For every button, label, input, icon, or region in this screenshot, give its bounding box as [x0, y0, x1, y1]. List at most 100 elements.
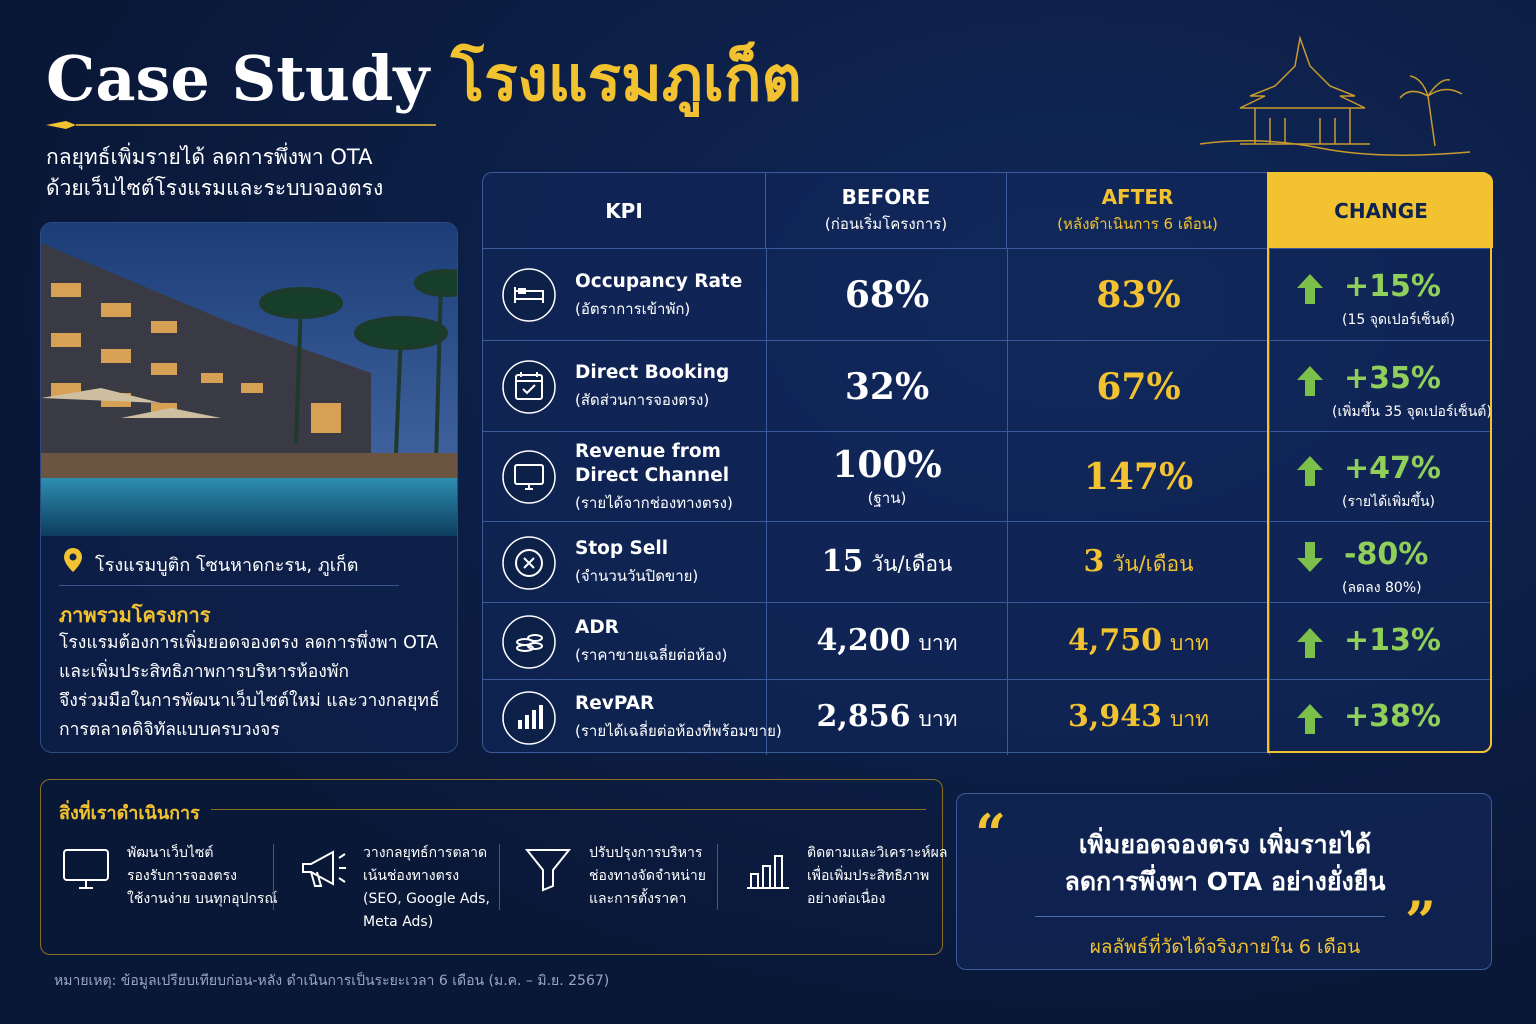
after-cell: 147% — [1007, 432, 1269, 522]
action-line: ช่องทางจัดจำหน่าย — [589, 868, 706, 884]
after-value-line: 67% — [1096, 366, 1180, 408]
before-value: 4,200 — [816, 623, 911, 658]
action-line: เน้นช่องทางตรง — [363, 868, 460, 884]
overview-line: และเพิ่มประสิทธิภาพการบริหารห้องพัก — [59, 662, 349, 682]
change-arrow — [1296, 365, 1324, 397]
action-line: และการตั้งราคา — [589, 891, 687, 907]
before-value-line: 4,200 บาท — [817, 623, 958, 660]
action-line: รองรับการจองตรง — [127, 868, 237, 884]
header-label: BEFORE — [841, 185, 931, 209]
quote-text: เพิ่มยอดจองตรง เพิ่มรายได้ ลดการพึ่งพา OT… — [957, 826, 1493, 900]
kpi-table: KPI BEFORE (ก่อนเริ่มโครงการ) AFTER (หลังดำเ… — [482, 172, 1493, 755]
action-line: เพื่อเพิ่มประสิทธิภาพ — [807, 868, 930, 884]
change-arrow — [1296, 273, 1324, 305]
after-value: 4,750 — [1068, 623, 1162, 658]
change-note: (15 จุดเปอร์เซ็นต์) — [1342, 312, 1456, 328]
before-cell: 32% — [766, 341, 1007, 432]
header-label: AFTER — [1101, 185, 1174, 209]
kpi-icon — [501, 614, 557, 670]
after-value-line: 4,750 บาท — [1068, 623, 1209, 660]
actions-title: สิ่งที่เราดำเนินการ — [59, 803, 200, 824]
before-value: 15 — [821, 544, 864, 579]
kpi-name-th: (จำนวนวันปิดขาย) — [575, 567, 699, 585]
before-cell: 4,200 บาท — [766, 603, 1007, 680]
before-value-line: 32% — [845, 366, 929, 408]
kpi-name-th: (อัตราการเข้าพัก) — [575, 299, 691, 318]
before-value: 100% — [832, 444, 942, 486]
kpi-cell: Occupancy Rate (อัตราการเข้าพัก) — [575, 249, 742, 341]
actions-box: สิ่งที่เราดำเนินการ พัฒนาเว็บไซต์รองรับก… — [40, 779, 947, 955]
kpi-name-th: (รายได้เฉลี่ยต่อห้องที่พร้อมขาย) — [575, 722, 782, 740]
hotel-photo — [41, 223, 457, 536]
after-unit: วัน/เดือน — [1112, 552, 1194, 576]
kpi-row: ADR (ราคาขายเฉลี่ยต่อห้อง) 4,200 บาท 4,750 บา… — [483, 602, 1491, 680]
before-cell: 2,856 บาท — [766, 680, 1007, 755]
overview-line: การตลาดดิจิทัลแบบครบวงจร — [59, 720, 280, 740]
change-cell: +47% (รายได้เพิ่มขึ้น) — [1269, 432, 1491, 522]
change-value: +47% — [1344, 451, 1441, 486]
change-arrow — [1296, 541, 1324, 573]
header-label: CHANGE — [1334, 198, 1428, 223]
title: Case Study โรงแรมภูเก็ต — [46, 30, 802, 128]
header-sub: (ก่อนเริ่มโครงการ) — [824, 215, 948, 233]
quote-line: เพิ่มยอดจองตรง เพิ่มรายได้ — [1078, 830, 1372, 859]
before-unit: บาท — [918, 707, 958, 731]
kpi-row: Revenue from Direct Channel (รายได้จากช่อง… — [483, 431, 1491, 522]
before-value: 2,856 — [816, 699, 911, 734]
action-text: ปรับปรุงการบริหารช่องทางจัดจำหน่ายและการ… — [589, 842, 706, 911]
kpi-name-th: (รายได้จากช่องทางตรง) — [575, 493, 733, 512]
title-en: Case Study — [46, 42, 430, 115]
separator — [499, 844, 500, 910]
footnote: หมายเหตุ: ข้อมูลเปรียบเทียบก่อน-หลัง ดำเ… — [54, 973, 610, 989]
kpi-row: RevPAR (รายได้เฉลี่ยต่อห้องที่พร้อมขาย) 2,… — [483, 679, 1491, 755]
kpi-icon — [501, 359, 557, 415]
before-cell: 15 วัน/เดือน — [766, 522, 1007, 603]
separator — [273, 844, 274, 910]
kpi-name: Occupancy Rate — [575, 270, 743, 292]
before-cell: 100% (ฐาน) — [766, 432, 1007, 522]
change-cell: +35% (เพิ่มขึ้น 35 จุดเปอร์เซ็นต์) — [1269, 341, 1492, 432]
action-line: อย่างต่อเนื่อง — [807, 891, 886, 907]
action-icon — [297, 844, 349, 896]
change-value: -80% — [1344, 536, 1429, 572]
change-arrow — [1296, 455, 1324, 487]
before-unit: วัน/เดือน — [871, 552, 953, 576]
quote-close: ” — [1405, 889, 1437, 953]
kpi-cell: Revenue from Direct Channel (รายได้จากช่อง… — [575, 432, 733, 522]
location: โรงแรมบูติก โซนหาดกะรน, ภูเก็ต — [95, 555, 359, 576]
action-icon — [523, 844, 575, 896]
change-value: +35% — [1344, 360, 1441, 396]
after-unit: บาท — [1169, 631, 1209, 655]
kpi-cell: ADR (ราคาขายเฉลี่ยต่อห้อง) — [575, 603, 727, 680]
before-value-line: 100% — [832, 444, 941, 486]
action-line: วางกลยุทธ์การตลาด — [363, 845, 488, 861]
quote-box: “ เพิ่มยอดจองตรง เพิ่มรายได้ ลดการพึ่งพา … — [956, 793, 1492, 970]
kpi-name: Stop Sell — [575, 538, 669, 559]
change-highlight — [1267, 172, 1492, 753]
after-value-line: 3 วัน/เดือน — [1084, 544, 1194, 581]
action-line: พัฒนาเว็บไซต์ — [127, 845, 214, 861]
after-value-line: 83% — [1096, 274, 1180, 316]
before-unit: บาท — [918, 631, 958, 655]
kpi-row: Direct Booking (สัดส่วนการจองตรง) 32% 67% +3… — [483, 340, 1492, 432]
after-value: 3 — [1083, 544, 1105, 579]
kpi-name: RevPAR — [575, 693, 655, 714]
divider — [59, 585, 399, 586]
change-arrow — [1296, 627, 1324, 659]
after-value: 3,943 — [1068, 699, 1162, 734]
after-value-line: 147% — [1084, 456, 1193, 498]
action-line: Meta Ads) — [363, 914, 434, 930]
action-line: ปรับปรุงการบริหาร — [589, 845, 703, 861]
kpi-name-th: (สัดส่วนการจองตรง) — [575, 391, 710, 409]
kpi-name-th: (ราคาขายเฉลี่ยต่อห้อง) — [575, 646, 728, 664]
header-cell: AFTER (หลังดำเนินการ 6 เดือน) — [1007, 173, 1269, 248]
quote-open: “ — [975, 802, 1007, 866]
kpi-name: Revenue from — [575, 440, 721, 462]
kpi-cell: Stop Sell (จำนวนวันปิดขาย) — [575, 522, 698, 603]
before-cell: 68% — [766, 249, 1007, 341]
separator — [717, 844, 718, 910]
header-label: KPI — [605, 198, 643, 223]
change-cell: +15% (15 จุดเปอร์เซ็นต์) — [1269, 249, 1491, 341]
change-note: (รายได้เพิ่มขึ้น) — [1342, 494, 1436, 510]
header-cell: BEFORE (ก่อนเริ่มโครงการ) — [766, 173, 1007, 248]
